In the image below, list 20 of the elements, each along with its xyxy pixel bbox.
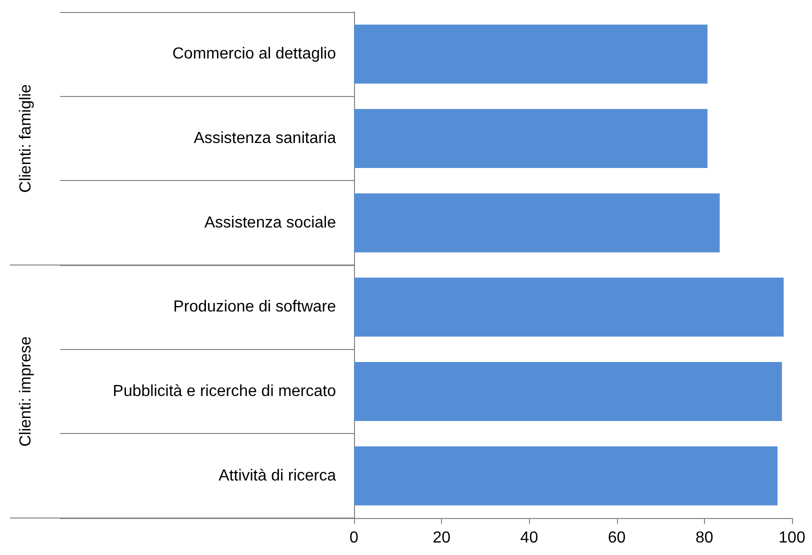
x-tick-label: 60 [608,530,626,546]
y-tick-label: Attività di ricerca [218,467,336,484]
y-tick-label: Assistenza sociale [204,214,336,232]
x-tick-label: 0 [350,530,359,546]
y-tick-label: Commercio al dettaglio [172,46,336,63]
x-tick-label: 80 [696,530,714,546]
y-tick-label: Assistenza sanitaria [194,130,336,147]
x-tick-label: 100 [778,530,806,546]
bar [354,193,720,252]
x-tick-label: 20 [432,530,451,546]
y-tick-label: Pubblicità e ricerche di mercato [112,383,336,400]
text: Clienti: famiglie [18,84,34,193]
x-tick-label: 40 [520,530,538,546]
y-tick-label: Produzione di software [173,298,336,316]
text: Clienti: imprese [18,336,34,447]
bar [354,446,778,506]
bar [354,278,784,337]
bar [354,362,782,422]
bar [354,108,708,168]
bar [354,24,708,84]
